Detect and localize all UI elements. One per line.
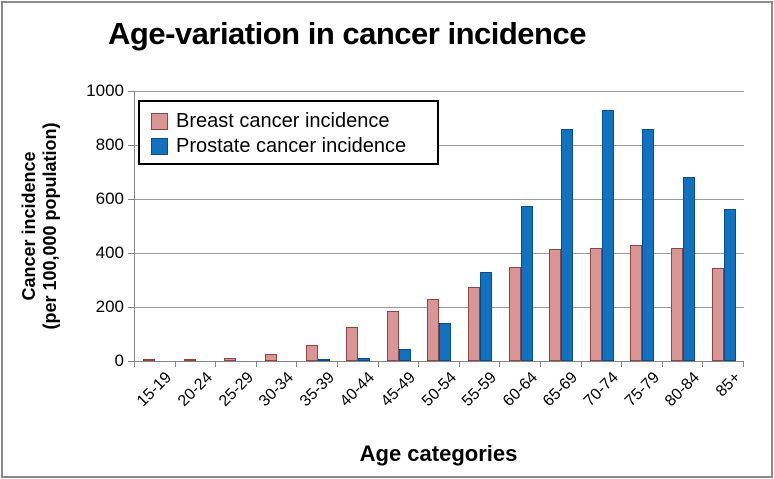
y-tick-label-0: 0: [114, 351, 124, 370]
x-tick-mark-10: [540, 362, 541, 367]
x-tick-mark-7: [418, 362, 420, 367]
x-tick-mark-4: [296, 362, 298, 367]
bar-group-85+: [703, 91, 744, 361]
bar-breast-25-29: [224, 358, 237, 361]
bar-prostate-60-64: [520, 205, 533, 361]
gridline-1000: [135, 91, 744, 92]
bar-group-75-79: [622, 91, 663, 361]
bar-breast-35-39: [305, 344, 318, 361]
bar-breast-20-24: [183, 359, 196, 361]
bar-prostate-80-84: [683, 177, 696, 361]
bar-group-35-39: [297, 91, 338, 361]
y-tick-label-400: 400: [95, 243, 124, 262]
legend-label-breast: Breast cancer incidence: [176, 110, 390, 132]
x-tick-mark-1: [174, 362, 176, 367]
bar-group-30-34: [257, 91, 298, 361]
y-tick-mark-0: [128, 361, 134, 362]
y-tick-mark-600: [128, 199, 134, 200]
gridline-800: [135, 145, 744, 146]
x-tick-mark-9: [499, 362, 501, 367]
y-tick-label-1000: 1000: [86, 81, 124, 100]
x-tick-mark-11: [580, 362, 582, 367]
bar-breast-80-84: [671, 247, 684, 361]
bar-group-45-49: [379, 91, 420, 361]
y-axis-title: Cancer incidence (per 100,000 population…: [19, 122, 61, 329]
bar-breast-60-64: [508, 266, 521, 361]
bar-breast-45-49: [386, 311, 399, 361]
gridline-400: [135, 253, 744, 254]
bar-group-60-64: [500, 91, 541, 361]
y-axis-title-line1: Cancer incidence: [19, 151, 39, 301]
bar-group-65-69: [541, 91, 582, 361]
y-tick-label-200: 200: [95, 297, 124, 316]
x-tick-mark-5: [337, 362, 338, 367]
bar-group-50-54: [419, 91, 460, 361]
bar-breast-15-19: [143, 359, 156, 361]
x-tick-mark-15: [743, 362, 744, 367]
x-tick-mark-14: [702, 362, 704, 367]
bar-prostate-55-59: [480, 271, 493, 361]
y-tick-mark-800: [128, 145, 134, 146]
bar-breast-50-54: [427, 298, 440, 361]
bar-group-80-84: [663, 91, 704, 361]
x-tick-mark-3: [255, 362, 257, 367]
bar-breast-85+: [711, 267, 724, 361]
bar-prostate-50-54: [439, 323, 452, 361]
bar-group-40-44: [338, 91, 379, 361]
bar-group-15-19: [135, 91, 176, 361]
legend-row-prostate: Prostate cancer incidence: [151, 134, 437, 159]
bar-group-55-59: [460, 91, 501, 361]
bar-group-20-24: [176, 91, 217, 361]
y-axis-title-line2: (per 100,000 population): [40, 122, 60, 330]
chart-title: Age-variation in cancer incidence: [108, 16, 586, 51]
x-tick-mark-8: [458, 362, 460, 367]
x-tick-mark-0: [134, 362, 135, 367]
bar-prostate-45-49: [398, 348, 411, 361]
y-tick-mark-400: [128, 253, 134, 254]
breast-series-swatch: [151, 113, 168, 130]
bar-prostate-65-69: [561, 128, 574, 361]
bar-breast-40-44: [346, 327, 359, 361]
bar-breast-30-34: [265, 354, 278, 361]
bar-breast-65-69: [549, 249, 562, 361]
bar-prostate-40-44: [358, 358, 371, 361]
gridline-600: [135, 199, 744, 200]
bar-prostate-35-39: [317, 359, 330, 361]
y-tick-label-800: 800: [95, 135, 124, 154]
legend-row-breast: Breast cancer incidence: [151, 109, 437, 134]
bar-prostate-85+: [723, 208, 736, 361]
bar-breast-55-59: [468, 286, 481, 361]
bar-group-25-29: [216, 91, 257, 361]
prostate-series-swatch: [151, 138, 168, 155]
legend-label-prostate: Prostate cancer incidence: [176, 135, 407, 157]
x-tick-mark-6: [377, 362, 379, 367]
x-tick-mark-13: [661, 362, 663, 367]
bar-group-70-74: [582, 91, 623, 361]
bar-breast-75-79: [630, 244, 643, 361]
bar-breast-70-74: [589, 247, 602, 361]
y-tick-label-600: 600: [95, 189, 124, 208]
x-tick-mark-2: [215, 362, 217, 367]
y-tick-mark-1000: [128, 91, 134, 92]
x-axis-title: Age categories: [359, 441, 518, 466]
y-tick-mark-200: [128, 307, 134, 308]
plot-area: [134, 91, 744, 362]
bar-prostate-75-79: [642, 128, 655, 361]
bar-prostate-70-74: [601, 109, 614, 361]
legend: Breast cancer incidence Prostate cancer …: [138, 100, 439, 165]
gridline-200: [135, 307, 744, 308]
x-tick-mark-12: [621, 362, 623, 367]
